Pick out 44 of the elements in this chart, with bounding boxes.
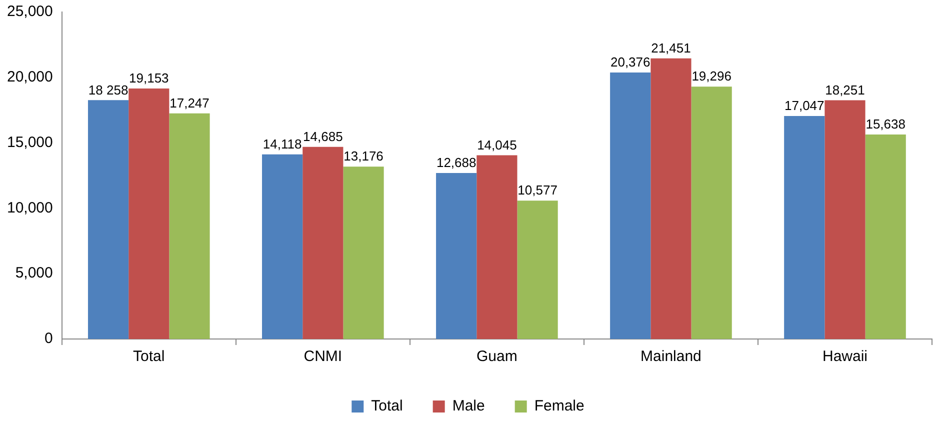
bar: [262, 154, 303, 339]
data-label: 17,047: [784, 98, 824, 114]
bar: [691, 86, 732, 339]
data-label: 20,376: [610, 54, 650, 70]
data-label: 19,296: [692, 68, 732, 84]
y-tick-label: 25,000: [6, 3, 53, 20]
data-label: 12,688: [436, 155, 476, 170]
x-tick-label: Hawaii: [822, 348, 868, 366]
x-tick-label: Mainland: [640, 348, 702, 366]
data-label: 15,638: [866, 116, 906, 132]
data-label: 17,247: [170, 95, 210, 110]
bar: [302, 146, 344, 339]
bar: [865, 134, 906, 339]
bar: [128, 88, 170, 339]
data-label: 14,685: [303, 129, 343, 144]
data-label: 14,118: [262, 136, 302, 152]
x-tick-label: Total: [133, 348, 165, 366]
bar: [343, 166, 384, 339]
data-label: 18,251: [825, 82, 865, 98]
data-label: 21,451: [651, 40, 691, 56]
legend-label: Total: [371, 398, 403, 415]
data-label: 19,153: [129, 70, 169, 86]
bar: [88, 100, 129, 339]
data-label: 13,176: [344, 148, 384, 164]
bar: [650, 58, 692, 339]
x-tick-label: CNMI: [304, 348, 342, 366]
y-tick-label: 0: [44, 330, 53, 348]
x-tick-label: Guam: [476, 348, 518, 366]
y-tick-label: 20,000: [6, 68, 53, 86]
bar: [436, 173, 477, 339]
y-tick-label: 15,000: [6, 134, 53, 151]
y-tick-label: 5,000: [15, 264, 53, 282]
legend-label: Female: [534, 398, 584, 415]
bar: [784, 116, 825, 339]
bar: [824, 100, 866, 339]
bar: [169, 113, 210, 339]
bar: [517, 200, 558, 339]
legend-label: Male: [452, 398, 485, 415]
y-tick-label: 10,000: [6, 199, 53, 216]
data-label: 18 258: [88, 82, 128, 98]
data-label: 14,045: [477, 137, 517, 152]
data-label: 10,577: [518, 182, 558, 198]
bar: [610, 72, 651, 339]
bar: [476, 155, 518, 339]
